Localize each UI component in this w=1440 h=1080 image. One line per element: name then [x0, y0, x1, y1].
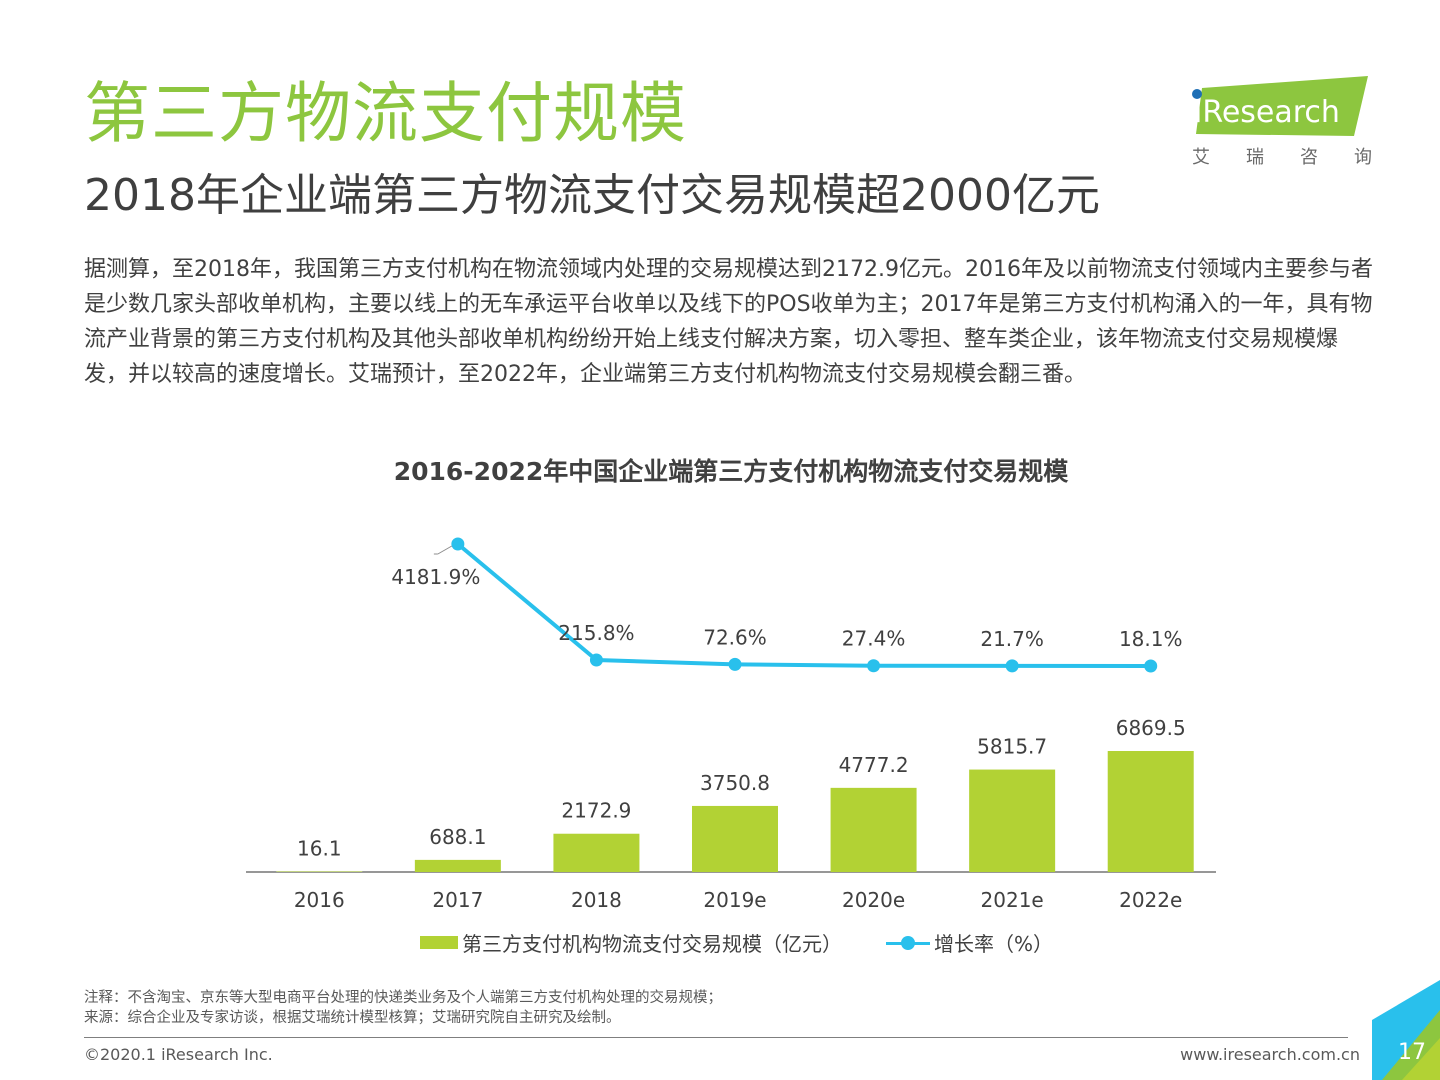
x-tick-label: 2022e	[1119, 888, 1182, 912]
logo-brand-text: iResearch	[1194, 95, 1340, 130]
growth-value-label: 18.1%	[1119, 627, 1183, 651]
footer-divider	[84, 1037, 1348, 1038]
x-tick-label: 2019e	[703, 888, 766, 912]
legend-line-swatch	[886, 935, 930, 950]
growth-value-label: 72.6%	[703, 625, 767, 649]
bar-value-label: 688.1	[429, 825, 486, 849]
notes: 注释：不含淘宝、京东等大型电商平台处理的快递类业务及个人端第三方支付机构处理的交…	[84, 988, 722, 1028]
legend-bar-label: 第三方支付机构物流支付交易规模（亿元）	[462, 932, 842, 956]
bar	[692, 805, 778, 872]
bar	[1107, 751, 1194, 872]
growth-value-label: 21.7%	[980, 627, 1044, 651]
page-title: 第三方物流支付规模	[84, 75, 687, 152]
x-tick-label: 2018	[571, 888, 622, 912]
bar-value-label: 16.1	[297, 837, 342, 861]
page-subtitle: 2018年企业端第三方物流支付交易规模超2000亿元	[84, 170, 1100, 221]
bar	[276, 871, 363, 872]
legend-bar-swatch	[420, 936, 458, 949]
copyright: ©2020.1 iResearch Inc.	[84, 1045, 273, 1064]
note-line: 注释：不含淘宝、京东等大型电商平台处理的快递类业务及个人端第三方支付机构处理的交…	[84, 990, 722, 1006]
logo-subtitle: 艾 瑞 咨 询	[1192, 143, 1372, 169]
growth-line	[456, 542, 1151, 668]
legend-line-label: 增长率（%）	[934, 932, 1054, 956]
growth-point	[451, 537, 465, 551]
x-tick-label: 2016	[294, 888, 345, 912]
x-tick-label: 2020e	[842, 888, 905, 912]
bar	[830, 787, 917, 872]
iresearch-logo: iResearch	[1192, 76, 1368, 136]
growth-point	[728, 657, 742, 671]
bar-value-label: 4777.2	[839, 753, 909, 777]
logo-char: 咨	[1300, 147, 1318, 168]
growth-point	[1005, 659, 1019, 673]
x-tick-label: 2021e	[981, 888, 1044, 912]
growth-point	[867, 659, 881, 673]
growth-value-label: 215.8%	[558, 621, 634, 645]
label-leader-line	[437, 545, 453, 555]
bar-value-label: 6869.5	[1116, 716, 1186, 740]
bar	[553, 833, 640, 872]
bar-value-label: 2172.9	[561, 799, 631, 823]
growth-point	[1144, 659, 1158, 673]
growth-value-label: 4181.9%	[391, 565, 480, 589]
corner-decoration	[1372, 980, 1440, 1080]
bar	[414, 859, 501, 872]
body-paragraph: 据测算，至2018年，我国第三方支付机构在物流领域内处理的交易规模达到2172.…	[84, 257, 1373, 387]
growth-point	[589, 653, 603, 667]
bar-value-label: 3750.8	[700, 771, 770, 795]
logo-char: 艾	[1192, 147, 1210, 168]
source-line: 来源：综合企业及专家访谈，根据艾瑞统计模型核算；艾瑞研究院自主研究及绘制。	[84, 1010, 621, 1026]
website-link[interactable]: www.iresearch.com.cn	[1180, 1045, 1360, 1064]
page-number: 17	[1398, 1040, 1426, 1065]
bar	[969, 769, 1056, 872]
chart-legend: 第三方支付机构物流支付交易规模（亿元） 增长率（%）	[420, 928, 1053, 957]
chart-title: 2016-2022年中国企业端第三方支付机构物流支付交易规模	[393, 457, 1069, 486]
logo-char: 询	[1354, 147, 1372, 168]
x-tick-label: 2017	[432, 888, 483, 912]
growth-value-label: 27.4%	[842, 627, 906, 651]
bar-value-label: 5815.7	[977, 735, 1047, 759]
logo-char: 瑞	[1246, 147, 1264, 168]
